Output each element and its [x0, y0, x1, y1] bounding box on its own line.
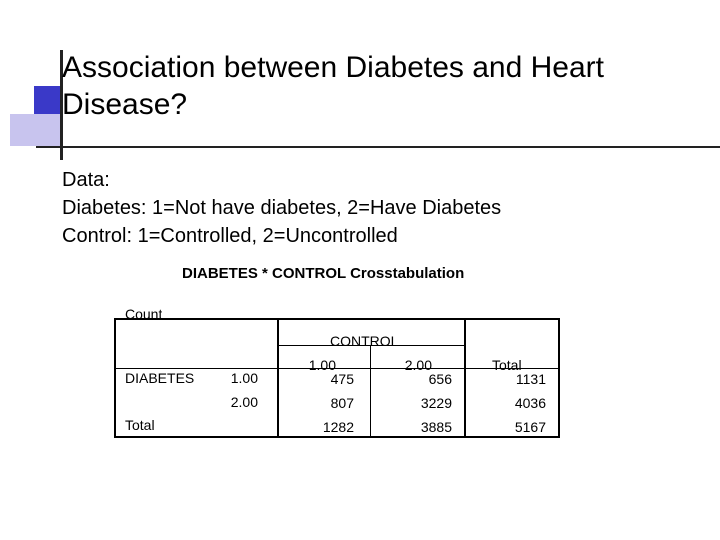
divider-column-1-2 [370, 346, 371, 436]
body-line: Data: [62, 169, 110, 191]
divider-header-body [116, 368, 558, 369]
decorative-dark-square [34, 86, 62, 116]
decorative-horizontal-line [36, 146, 720, 148]
column-header: 1.00 [308, 357, 336, 373]
column-header-total: Total [492, 357, 522, 373]
table-cell: 5167 [514, 419, 546, 435]
row-label: 2.00 [230, 394, 258, 410]
table-cell: 3229 [420, 395, 452, 411]
count-label: Count [125, 306, 163, 320]
total-row-label: Total [125, 417, 155, 433]
table-cell: 1282 [322, 419, 354, 435]
divider-stub-column [277, 320, 279, 436]
crosstab-title: DIABETES * CONTROL Crosstabulation [182, 265, 465, 282]
divider-column-total [464, 320, 466, 436]
decorative-light-square [10, 114, 60, 146]
decorative-vertical-line [60, 50, 63, 160]
divider-control-header [277, 345, 466, 346]
row-label: 1.00 [230, 370, 258, 386]
column-variable-label: CONTROL [330, 333, 399, 349]
table-cell: 4036 [514, 395, 546, 411]
slide-body: Data: Diabetes: 1=Not have diabetes, 2=H… [62, 166, 501, 250]
table-cell: 475 [330, 371, 354, 387]
column-header: 2.00 [404, 357, 432, 373]
crosstab-table: CONTROL 1.00 2.00 Total DIABETES 1.00 47… [114, 318, 560, 438]
table-cell: 807 [330, 395, 354, 411]
table-cell: 656 [428, 371, 452, 387]
row-variable-label: DIABETES [125, 370, 195, 386]
table-cell: 3885 [420, 419, 452, 435]
body-line: Diabetes: 1=Not have diabetes, 2=Have Di… [62, 197, 502, 219]
slide-title: Association between Diabetes and Heart D… [62, 51, 604, 121]
body-line: Control: 1=Controlled, 2=Uncontrolled [62, 225, 398, 247]
table-cell: 1131 [515, 371, 546, 387]
